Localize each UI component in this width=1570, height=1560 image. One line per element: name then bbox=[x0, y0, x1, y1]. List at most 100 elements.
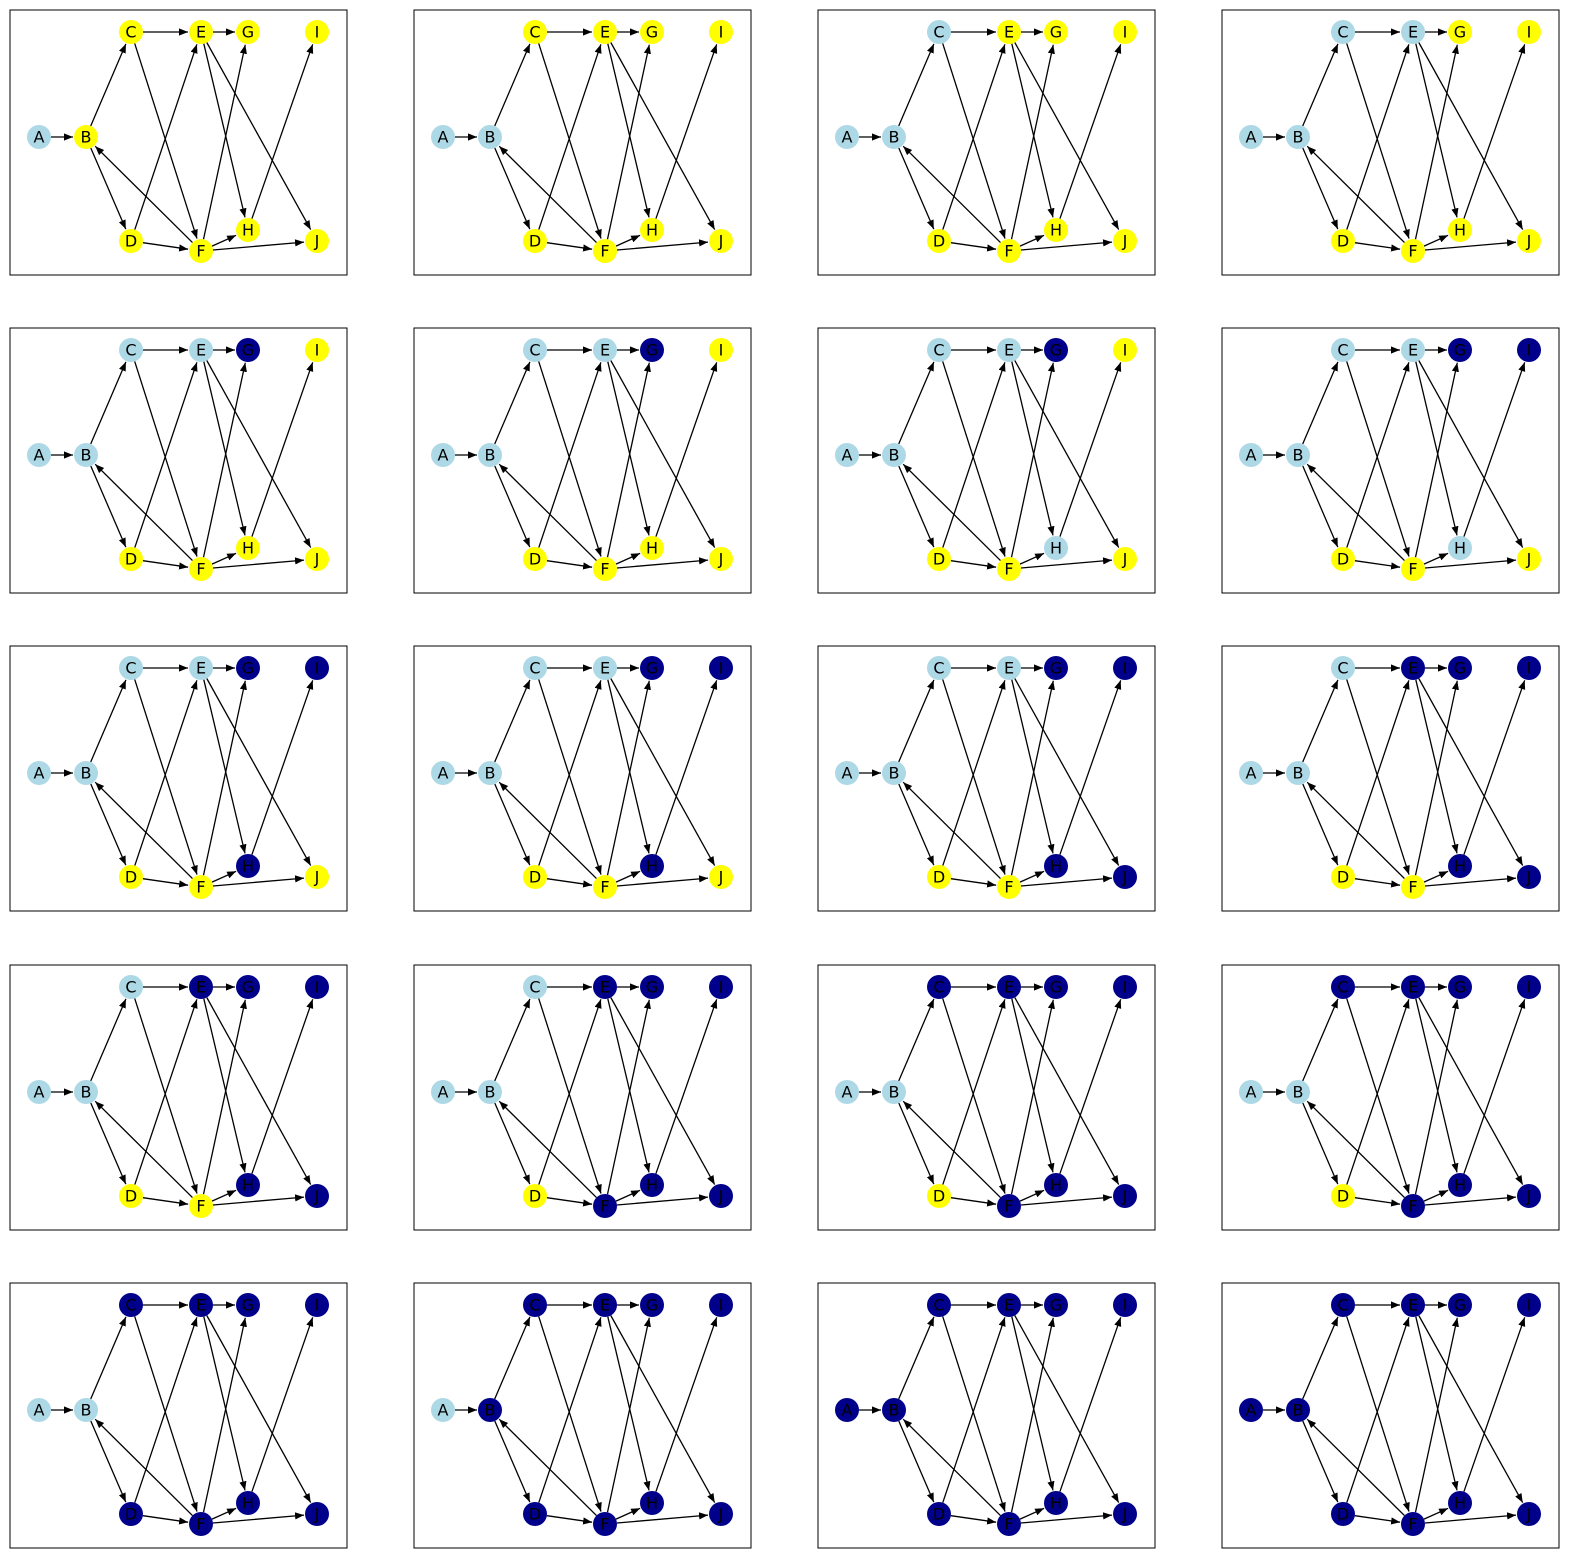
node-A: A bbox=[431, 1398, 455, 1422]
edge-E-H bbox=[1415, 361, 1459, 536]
edge-D-F bbox=[950, 242, 997, 252]
edge-F-G bbox=[202, 680, 247, 876]
node-label: C bbox=[933, 978, 944, 997]
node-circle bbox=[997, 975, 1021, 999]
edge-D-F bbox=[1354, 878, 1401, 888]
edge-F-G bbox=[1010, 362, 1055, 558]
node-circle bbox=[709, 547, 733, 571]
node-label: D bbox=[125, 1505, 137, 1524]
node-label: G bbox=[1050, 341, 1062, 360]
node-circle bbox=[593, 875, 617, 899]
edge-F-H bbox=[1019, 1507, 1045, 1520]
panel-frame bbox=[817, 1282, 1156, 1549]
node-circle bbox=[305, 865, 329, 889]
node-circle bbox=[1448, 1173, 1472, 1197]
graph-panel-18: A B C D E F G H I J bbox=[413, 1282, 752, 1549]
node-G: G bbox=[1448, 20, 1472, 44]
node-circle bbox=[593, 557, 617, 581]
node-label: F bbox=[196, 1197, 205, 1216]
edge-B-D bbox=[1302, 465, 1339, 548]
node-A: A bbox=[431, 761, 455, 785]
node-label: I bbox=[315, 23, 320, 42]
edge-D-E bbox=[538, 1317, 602, 1503]
node-circle bbox=[1239, 1080, 1263, 1104]
node-label: J bbox=[1526, 550, 1532, 569]
edge-F-B bbox=[1306, 1100, 1405, 1199]
node-label: E bbox=[1004, 659, 1014, 678]
edge-B-C bbox=[898, 998, 935, 1082]
node-circle bbox=[1113, 229, 1137, 253]
graph-panel-14: A B C D E F G H I J bbox=[413, 964, 752, 1231]
node-J: J bbox=[1113, 229, 1137, 253]
node-label: G bbox=[1454, 659, 1466, 678]
node-H: H bbox=[640, 1173, 664, 1197]
node-A: A bbox=[835, 443, 859, 467]
node-circle bbox=[74, 125, 98, 149]
graph-panel-5: A B C D E F G H I J bbox=[9, 327, 348, 594]
node-J: J bbox=[305, 1184, 329, 1208]
node-I: I bbox=[1113, 975, 1137, 999]
edge-F-J bbox=[212, 1512, 305, 1524]
node-label: H bbox=[242, 539, 254, 558]
node-circle bbox=[523, 975, 547, 999]
node-circle bbox=[640, 975, 664, 999]
node-label: E bbox=[196, 341, 206, 360]
edge-F-J bbox=[1424, 557, 1517, 569]
node-circle bbox=[593, 338, 617, 362]
edge-H-I bbox=[1463, 362, 1526, 537]
edge-F-J bbox=[1020, 1512, 1113, 1524]
node-label: G bbox=[1050, 1296, 1062, 1315]
node-circle bbox=[1517, 656, 1541, 680]
node-circle bbox=[640, 338, 664, 362]
node-circle bbox=[119, 1184, 143, 1208]
node-circle bbox=[1044, 536, 1068, 560]
edge-D-F bbox=[1354, 242, 1401, 252]
node-circle bbox=[478, 761, 502, 785]
node-label: H bbox=[1050, 1176, 1062, 1195]
edge-H-I bbox=[1463, 680, 1526, 855]
node-label: B bbox=[1293, 1083, 1304, 1102]
node-circle bbox=[305, 229, 329, 253]
node-J: J bbox=[1517, 547, 1541, 571]
node-B: B bbox=[74, 1398, 98, 1422]
edge-C-F bbox=[538, 361, 602, 557]
node-label: A bbox=[842, 128, 853, 147]
node-label: F bbox=[1408, 878, 1417, 897]
node-label: J bbox=[1122, 1187, 1128, 1206]
edge-D-F bbox=[142, 560, 189, 570]
edge-F-J bbox=[1424, 1194, 1517, 1206]
node-label: F bbox=[196, 1515, 205, 1534]
node-circle bbox=[27, 761, 51, 785]
node-label: F bbox=[196, 560, 205, 579]
edge-E-J bbox=[610, 42, 716, 230]
node-B: B bbox=[1286, 125, 1310, 149]
node-G: G bbox=[640, 20, 664, 44]
node-F: F bbox=[997, 239, 1021, 263]
node-E: E bbox=[1401, 975, 1425, 999]
node-label: B bbox=[81, 128, 92, 147]
node-H: H bbox=[640, 536, 664, 560]
node-label: J bbox=[314, 1505, 320, 1524]
node-E: E bbox=[189, 975, 213, 999]
node-label: C bbox=[933, 341, 944, 360]
node-label: J bbox=[718, 550, 724, 569]
edge-B-D bbox=[90, 1102, 127, 1185]
node-H: H bbox=[236, 218, 260, 242]
node-label: J bbox=[314, 550, 320, 569]
node-circle bbox=[119, 338, 143, 362]
node-label: B bbox=[81, 1401, 92, 1420]
edge-B-D bbox=[90, 783, 127, 866]
graph-panel-11: A B C D E F G H I J bbox=[817, 645, 1156, 912]
node-label: C bbox=[529, 659, 540, 678]
node-F: F bbox=[593, 1194, 617, 1218]
edge-E-J bbox=[206, 997, 312, 1185]
edge-E-J bbox=[610, 1315, 716, 1503]
edge-D-E bbox=[1346, 44, 1410, 230]
node-D: D bbox=[523, 1502, 547, 1526]
node-circle bbox=[305, 547, 329, 571]
node-label: F bbox=[1408, 1197, 1417, 1216]
node-label: H bbox=[646, 221, 658, 240]
node-circle bbox=[709, 1293, 733, 1317]
node-label: E bbox=[600, 1296, 610, 1315]
node-circle bbox=[305, 1184, 329, 1208]
